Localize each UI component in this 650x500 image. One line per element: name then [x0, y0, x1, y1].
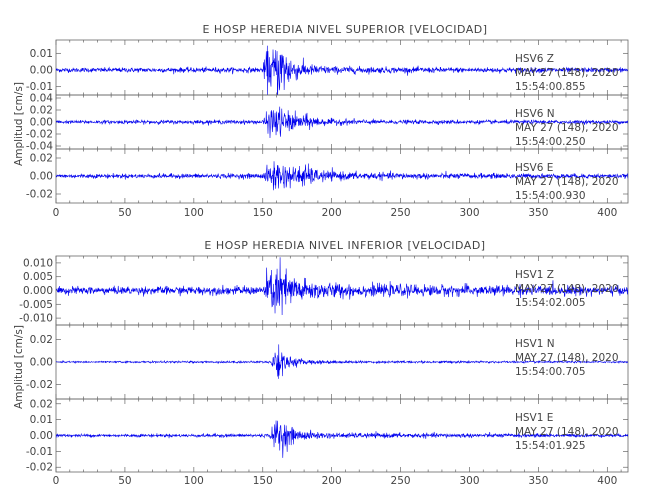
x-tick-label: 350 [528, 475, 548, 487]
x-tick-labels: 0 50 100 150 200 250 300 350 400 [53, 207, 618, 219]
x-tick-label: 400 [597, 207, 617, 219]
x-tick-label: 50 [118, 475, 131, 487]
y-tick-label: 0.00 [30, 65, 53, 77]
y-tick-label: 0.00 [30, 171, 53, 183]
waveform-line [56, 420, 628, 458]
station-component-label: HSV1 Z [515, 269, 554, 281]
x-tick-label: 0 [53, 475, 60, 487]
panel-nivel-inferior: E HOSP HEREDIA NIVEL INFERIOR [VELOCIDAD… [13, 239, 629, 487]
waveform-line [56, 257, 628, 315]
y-tick-label: 0.04 [30, 93, 54, 105]
x-tick-label: 150 [253, 475, 273, 487]
x-tick-labels: 0 50 100 150 200 250 300 350 400 [53, 475, 618, 487]
y-tick-label: -0.02 [26, 129, 53, 141]
time-label: 15:54:00.930 [515, 190, 586, 202]
y-tick-label: 0.02 [30, 398, 53, 410]
x-tick-label: 400 [597, 475, 617, 487]
y-tick-label: 0.02 [30, 105, 53, 117]
y-tick-label: -0.010 [19, 313, 53, 325]
station-component-label: HSV6 N [515, 108, 555, 120]
y-tick-label: 0.000 [23, 285, 53, 297]
date-label: MAY 27 (148), 2020 [515, 283, 619, 295]
station-component-label: HSV1 E [515, 412, 553, 424]
station-component-label: HSV1 N [515, 338, 555, 350]
traces: 0.010 0.005 0.000 -0.005 -0.010 HSV1 Z MAY 27 … [19, 255, 629, 474]
trace-hsv1-e: 0.02 0.01 0.00 -0.01 -0.02 HSV1 E MAY 27 (148)… [26, 398, 629, 474]
date-label: MAY 27 (148), 2020 [515, 67, 619, 79]
time-label: 15:54:01.925 [515, 440, 586, 452]
station-component-label: HSV6 E [515, 162, 553, 174]
x-tick-label: 300 [459, 207, 479, 219]
time-label: 15:54:00.250 [515, 136, 586, 148]
y-tick-label: 0.02 [30, 153, 53, 165]
x-tick-label: 50 [118, 207, 131, 219]
chart-title: E HOSP HEREDIA NIVEL SUPERIOR [VELOCIDAD… [202, 23, 487, 36]
date-label: MAY 27 (148), 2020 [515, 352, 619, 364]
y-tick-label: 0.005 [23, 271, 53, 283]
y-tick-label: 0.02 [30, 334, 53, 346]
date-label: MAY 27 (148), 2020 [515, 122, 619, 134]
y-tick-label: -0.01 [26, 446, 53, 458]
trace-hsv6-z: 0.01 0.00 -0.01 HSV6 Z MAY 27 (148), 2020 15:… [26, 39, 629, 96]
y-tick-label: -0.02 [26, 189, 53, 201]
chart-title: E HOSP HEREDIA NIVEL INFERIOR [VELOCIDAD… [204, 239, 485, 252]
waveform-line [56, 106, 628, 139]
x-tick-label: 100 [184, 475, 204, 487]
x-tick-label: 200 [322, 475, 342, 487]
date-label: MAY 27 (148), 2020 [515, 176, 619, 188]
y-tick-label: -0.01 [26, 81, 53, 93]
trace-hsv1-n: 0.02 0.00 -0.02 HSV1 N MAY 27 (148), 2020 15:… [26, 324, 629, 400]
y-tick-label: 0.010 [23, 257, 53, 269]
y-tick-label: -0.04 [26, 141, 53, 153]
y-tick-label: 0.01 [30, 414, 53, 426]
x-tick-label: 350 [528, 207, 548, 219]
x-tick-label: 300 [459, 475, 479, 487]
y-tick-label: -0.02 [26, 379, 53, 391]
y-tick-label: 0.00 [30, 357, 53, 369]
x-tick-label: 100 [184, 207, 204, 219]
x-tick-label: 150 [253, 207, 273, 219]
time-label: 15:54:00.855 [515, 81, 586, 93]
traces: 0.01 0.00 -0.01 HSV6 Z MAY 27 (148), 2020 15:… [26, 39, 629, 204]
waveform-line [56, 344, 628, 379]
waveform-line [56, 161, 628, 191]
station-component-label: HSV6 Z [515, 53, 554, 65]
x-tick-label: 200 [322, 207, 342, 219]
y-tick-label: 0.00 [30, 117, 53, 129]
y-tick-label: 0.00 [30, 430, 53, 442]
y-tick-label: 0.01 [30, 48, 53, 60]
trace-hsv6-e: 0.02 0.00 -0.02 HSV6 E MAY 27 (148), 2020 15:… [26, 148, 629, 204]
panel-nivel-superior: E HOSP HEREDIA NIVEL SUPERIOR [VELOCIDAD… [13, 23, 629, 219]
date-label: MAY 27 (148), 2020 [515, 426, 619, 438]
x-tick-label: 250 [391, 475, 411, 487]
y-tick-label: -0.02 [26, 462, 53, 474]
y-tick-label: -0.005 [19, 299, 53, 311]
waveform-line [56, 45, 628, 95]
y-axis-label: Amplitud [cm/s] [13, 82, 25, 166]
time-label: 15:54:02.005 [515, 297, 586, 309]
time-label: 15:54:00.705 [515, 366, 586, 378]
x-tick-label: 0 [53, 207, 60, 219]
y-axis-label: Amplitud [cm/s] [13, 325, 25, 409]
x-tick-label: 250 [391, 207, 411, 219]
